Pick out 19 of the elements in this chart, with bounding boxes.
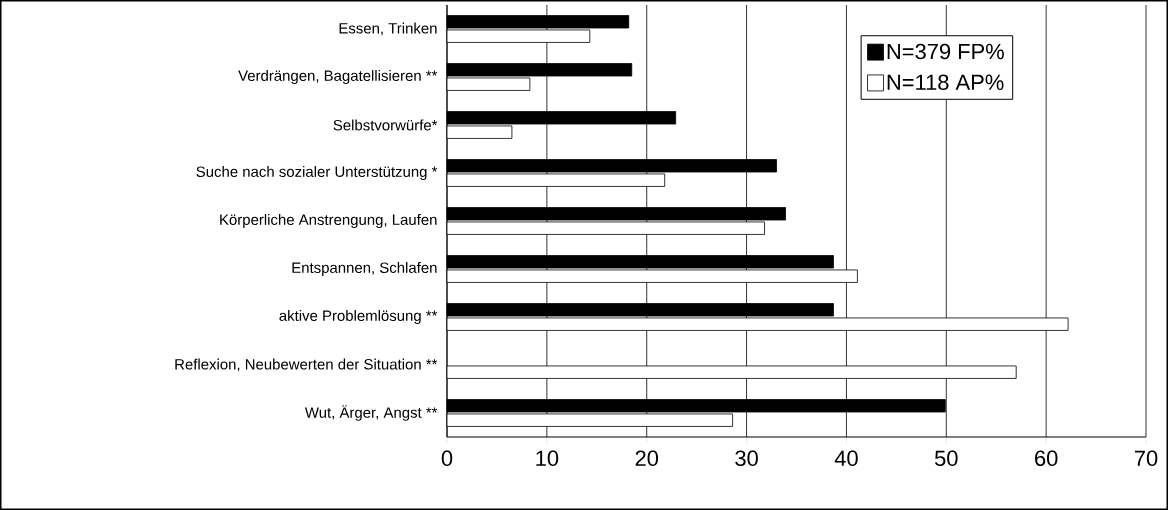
x-tick-label: 0 — [441, 450, 453, 467]
y-tick-label: Reflexion, Neubewerten der Situation ** — [175, 358, 438, 372]
y-tick-label: Wut, Ärger, Angst ** — [304, 405, 438, 421]
y-tick-label: Essen, Trinken — [339, 22, 437, 36]
x-tick-label: 60 — [1035, 450, 1058, 467]
legend-label: N=379 FP% — [887, 43, 1004, 60]
y-tick-label: Verdrängen, Bagatellisieren ** — [238, 70, 438, 84]
y-tick-label: Körperliche Anstrengung, Laufen — [220, 214, 437, 228]
x-tick-label: 30 — [735, 450, 758, 467]
y-tick-label: Selbstvorwürfe* — [333, 119, 438, 131]
y-tick-label: aktive Problemlösung ** — [279, 310, 438, 324]
y-tick-label: Entspannen, Schlafen — [292, 262, 437, 276]
x-tick-label: 10 — [536, 450, 559, 467]
x-tick-label: 50 — [934, 450, 958, 467]
x-tick-label: 40 — [834, 450, 858, 467]
legend-label: N=118 AP% — [887, 74, 1004, 91]
x-tick-label: 70 — [1134, 450, 1158, 467]
x-tick-label: 20 — [635, 450, 659, 467]
y-tick-label: Suche nach sozialer Unterstützung * — [196, 166, 438, 180]
